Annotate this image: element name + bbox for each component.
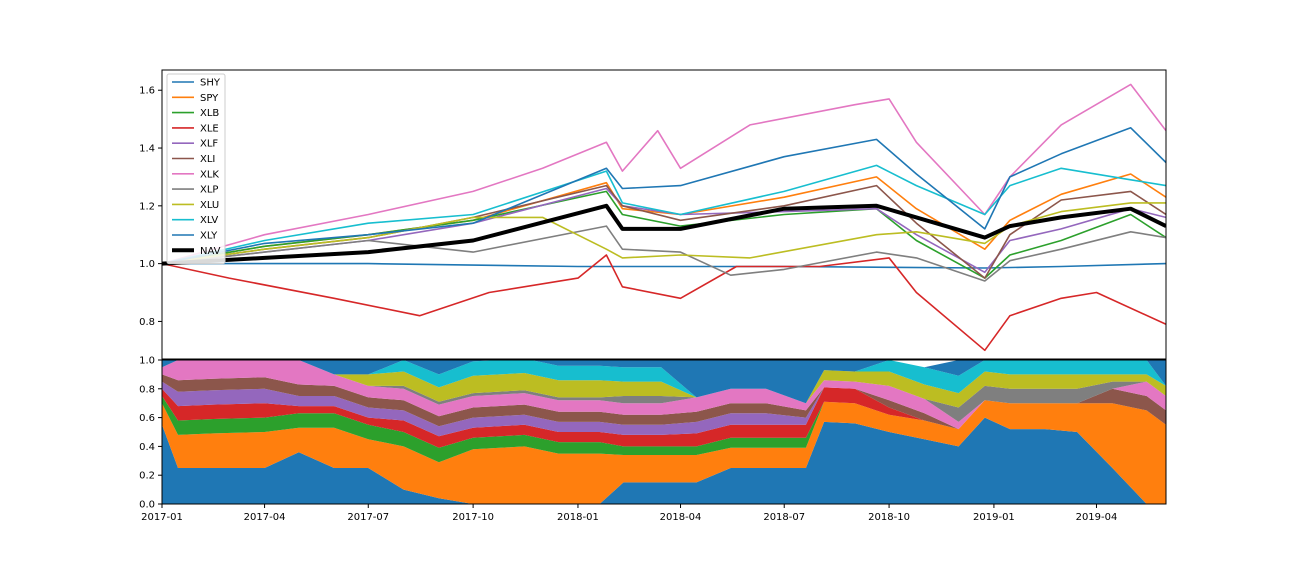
y-tick-label: 0.2 — [139, 471, 155, 482]
x-tick-label: 2019-04 — [1076, 512, 1118, 523]
area-shy — [162, 417, 1166, 504]
legend-label: XLV — [200, 215, 218, 226]
legend-label: XLE — [200, 123, 219, 134]
line-nav — [162, 203, 1166, 266]
x-tick-label: 2018-10 — [868, 512, 910, 523]
legend-label: XLY — [200, 231, 218, 242]
area-xlf — [162, 381, 1166, 437]
y-tick-label: 1.0 — [139, 259, 155, 270]
area-xlu — [162, 360, 1166, 408]
area-xli — [162, 374, 1166, 430]
y-tick-label: 0.6 — [139, 413, 155, 424]
area-xlv — [162, 360, 1166, 404]
line-xlb — [162, 190, 1166, 279]
x-tick-label: 2017-01 — [141, 512, 183, 523]
shared-x-axis: 2017-01 2017-04 2017-07 2017-10 2018-01 2018-… — [141, 504, 1117, 523]
area-spy — [162, 400, 1166, 504]
stacked-area-panel: 0.0 0.2 0.4 0.6 0.8 1.0 2017-01 2017-04 2017-07… — [139, 356, 1167, 523]
y-tick-label: 1.4 — [139, 144, 155, 155]
area-xly — [162, 360, 1166, 404]
area-series-group — [162, 360, 1166, 504]
area-chart-y-axis: 0.0 0.2 0.4 0.6 0.8 1.0 — [139, 356, 162, 511]
x-tick-label: 2017-07 — [347, 512, 389, 523]
legend-label: SPY — [200, 93, 219, 104]
x-tick-label: 2017-04 — [244, 512, 286, 523]
line-chart-y-axis: 0.8 1.0 1.2 1.4 1.6 — [139, 86, 162, 328]
legend-label: XLK — [200, 169, 219, 180]
line-chart-panel: 0.8 1.0 1.2 1.4 1.6 SHY SPY XLB XLE XLF XLI XLK XLP… — [139, 69, 1167, 360]
line-xlu — [162, 202, 1166, 265]
legend-label: XLI — [200, 154, 215, 165]
line-xle — [162, 254, 1166, 352]
line-xly — [162, 127, 1166, 265]
line-xlf — [162, 187, 1166, 274]
area-xle — [162, 387, 1166, 448]
x-tick-label: 2017-10 — [452, 512, 494, 523]
x-tick-label: 2018-04 — [660, 512, 702, 523]
y-tick-label: 1.0 — [139, 356, 155, 367]
line-xlv — [162, 164, 1166, 265]
line-chart-frame — [161, 69, 1167, 360]
legend-box — [166, 73, 226, 265]
legend-label: XLB — [200, 108, 219, 119]
legend-label: SHY — [200, 78, 221, 89]
y-tick-label: 0.0 — [139, 500, 155, 511]
y-tick-label: 1.2 — [139, 201, 155, 212]
legend-label: NAV — [200, 246, 221, 257]
line-series-group — [162, 83, 1166, 352]
y-tick-label: 0.4 — [139, 442, 155, 453]
y-tick-label: 0.8 — [139, 384, 155, 395]
legend-label: XLF — [200, 139, 218, 150]
legend-label: XLU — [200, 200, 219, 211]
area-xlb — [162, 396, 1166, 463]
legend: SHY SPY XLB XLE XLF XLI XLK XLP XLU XLV XLY NAV — [166, 73, 226, 265]
legend-label: XLP — [200, 185, 218, 196]
x-tick-label: 2018-01 — [557, 512, 599, 523]
y-tick-label: 0.8 — [139, 317, 155, 328]
area-xlk — [162, 360, 1166, 430]
x-tick-label: 2019-01 — [973, 512, 1015, 523]
line-xlk — [162, 83, 1166, 265]
x-tick-label: 2018-07 — [763, 512, 805, 523]
area-chart-frame — [161, 359, 1167, 505]
y-tick-label: 1.6 — [139, 86, 155, 97]
